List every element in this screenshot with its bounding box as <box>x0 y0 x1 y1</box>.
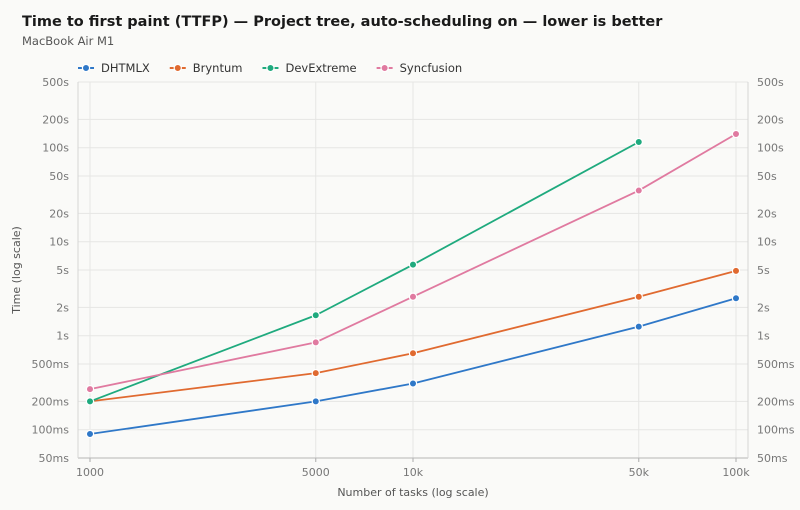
x-axis-label: Number of tasks (log scale) <box>337 486 488 499</box>
series-dhtmlx <box>85 294 741 439</box>
legend-swatch-marker <box>266 63 275 73</box>
y-tick-label-left: 200s <box>42 113 69 126</box>
y-tick-label-left: 100s <box>42 142 69 155</box>
data-point-devextreme <box>408 260 418 269</box>
x-tick-label: 50k <box>629 466 650 479</box>
y-tick-label-left: 500s <box>42 76 69 89</box>
data-point-syncfusion <box>731 129 741 139</box>
data-point-bryntum <box>408 349 418 358</box>
y-axis-label: Time (log scale) <box>10 226 23 315</box>
y-tick-label-left: 100ms <box>32 424 70 437</box>
legend-item-devextreme: DevExtreme <box>262 61 357 75</box>
data-point-bryntum <box>311 368 320 378</box>
series-line-devextreme <box>89 141 640 403</box>
y-tick-label-right: 100ms <box>757 424 795 437</box>
legend-item-bryntum: Bryntum <box>169 61 243 75</box>
y-tick-label-right: 10s <box>757 236 777 249</box>
chart-title: Time to first paint (TTFP) — Project tre… <box>22 14 663 30</box>
y-tick-label-right: 50ms <box>757 452 788 465</box>
legend-swatch-marker <box>173 63 182 73</box>
data-point-syncfusion <box>85 384 95 394</box>
data-point-dhtmlx <box>311 397 320 406</box>
y-tick-label-left: 10s <box>49 236 69 249</box>
legend-swatch-marker <box>81 63 91 73</box>
series-bryntum <box>85 266 741 406</box>
legend-label: Syncfusion <box>400 61 463 75</box>
data-point-devextreme <box>634 137 643 147</box>
data-point-bryntum <box>731 266 741 276</box>
x-tick-label: 100k <box>722 466 750 479</box>
series-layer <box>85 129 741 439</box>
legend-label: DevExtreme <box>285 61 356 75</box>
y-tick-label-right: 50s <box>757 170 777 183</box>
x-tick-label: 1000 <box>76 466 104 479</box>
chart-subtitle: MacBook Air M1 <box>22 34 114 48</box>
legend: DHTMLX Bryntum DevExtreme Syncfusion <box>78 61 462 75</box>
x-tick-label: 5000 <box>302 466 330 479</box>
legend-label: DHTMLX <box>101 61 150 75</box>
y-tick-label-right: 200s <box>757 113 784 126</box>
y-tick-label-right: 100s <box>757 142 784 155</box>
data-point-syncfusion <box>408 292 418 301</box>
y-tick-label-left: 5s <box>56 264 69 277</box>
data-point-syncfusion <box>634 186 643 195</box>
legend-label: Bryntum <box>193 61 243 75</box>
legend-item-syncfusion: Syncfusion <box>376 61 463 75</box>
y-tick-label-left: 500ms <box>32 358 70 371</box>
x-tick-label: 10k <box>403 466 424 479</box>
data-point-dhtmlx <box>634 322 643 331</box>
y-tick-label-right: 1s <box>757 330 770 343</box>
data-point-devextreme <box>85 397 95 406</box>
y-tick-label-left: 50ms <box>39 452 70 465</box>
y-tick-label-left: 1s <box>56 330 69 343</box>
data-point-syncfusion <box>311 338 320 347</box>
series-syncfusion <box>85 129 741 394</box>
y-tick-label-left: 2s <box>56 301 69 314</box>
axes: 50ms 50ms 100ms 100ms 200ms 200ms 500ms 500ms 1s… <box>32 76 795 479</box>
y-tick-label-left: 200ms <box>32 395 70 408</box>
y-tick-label-right: 500ms <box>757 358 795 371</box>
y-tick-label-right: 20s <box>757 207 777 220</box>
y-tick-label-right: 200ms <box>757 395 795 408</box>
legend-swatch-marker <box>380 63 389 73</box>
legend-item-dhtmlx: DHTMLX <box>78 61 150 75</box>
data-point-dhtmlx <box>85 429 95 439</box>
y-tick-label-right: 5s <box>757 264 770 277</box>
data-point-devextreme <box>311 311 320 320</box>
y-tick-label-right: 2s <box>757 301 770 314</box>
series-devextreme <box>85 137 643 406</box>
grid <box>78 81 748 459</box>
y-tick-label-right: 500s <box>757 76 784 89</box>
data-point-dhtmlx <box>731 294 741 303</box>
y-tick-label-left: 20s <box>49 207 69 220</box>
data-point-dhtmlx <box>408 379 418 388</box>
y-tick-label-left: 50s <box>49 170 69 183</box>
data-point-bryntum <box>634 292 643 301</box>
